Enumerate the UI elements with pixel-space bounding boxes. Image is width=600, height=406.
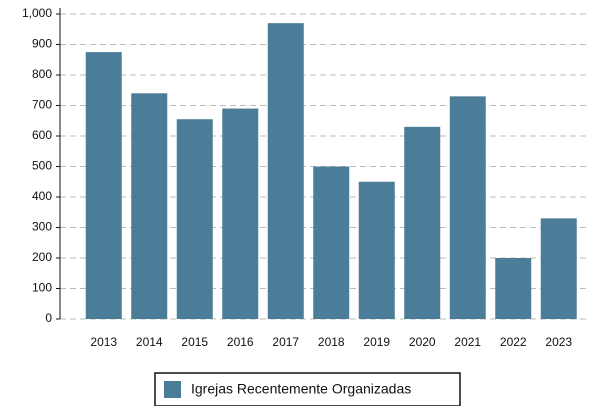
bar — [449, 96, 486, 319]
bar — [222, 108, 259, 319]
y-tick-label: 400 — [32, 189, 52, 203]
x-tick-label: 2013 — [90, 335, 117, 349]
bar — [404, 126, 441, 319]
y-tick-label: 900 — [32, 37, 52, 51]
x-tick-label: 2021 — [454, 335, 481, 349]
x-tick-label: 2015 — [181, 335, 208, 349]
x-tick-label: 2022 — [500, 335, 527, 349]
y-tick-label: 0 — [45, 311, 52, 325]
bar — [267, 23, 304, 320]
x-tick-label: 2016 — [227, 335, 254, 349]
bar — [540, 218, 577, 319]
bar — [495, 258, 532, 319]
x-tick-label: 2020 — [409, 335, 436, 349]
legend-swatch — [164, 381, 181, 398]
bar — [313, 166, 350, 319]
y-tick-label: 200 — [32, 250, 52, 264]
legend-label: Igrejas Recentemente Organizadas — [191, 381, 411, 397]
y-tick-label: 100 — [32, 281, 52, 295]
x-tick-label: 2023 — [545, 335, 572, 349]
y-tick-label: 600 — [32, 128, 52, 142]
x-tick-label: 2017 — [272, 335, 299, 349]
bar — [176, 119, 213, 319]
x-tick-label: 2018 — [318, 335, 345, 349]
bar — [85, 52, 122, 319]
y-tick-label: 700 — [32, 98, 52, 112]
y-tick-label: 1,000 — [22, 6, 52, 20]
y-tick-label: 500 — [32, 159, 52, 173]
x-tick-label: 2019 — [363, 335, 390, 349]
bar — [358, 181, 395, 319]
legend-box — [154, 372, 461, 406]
bar — [131, 93, 168, 319]
y-tick-label: 800 — [32, 67, 52, 81]
x-tick-label: 2014 — [136, 335, 163, 349]
y-tick-label: 300 — [32, 220, 52, 234]
